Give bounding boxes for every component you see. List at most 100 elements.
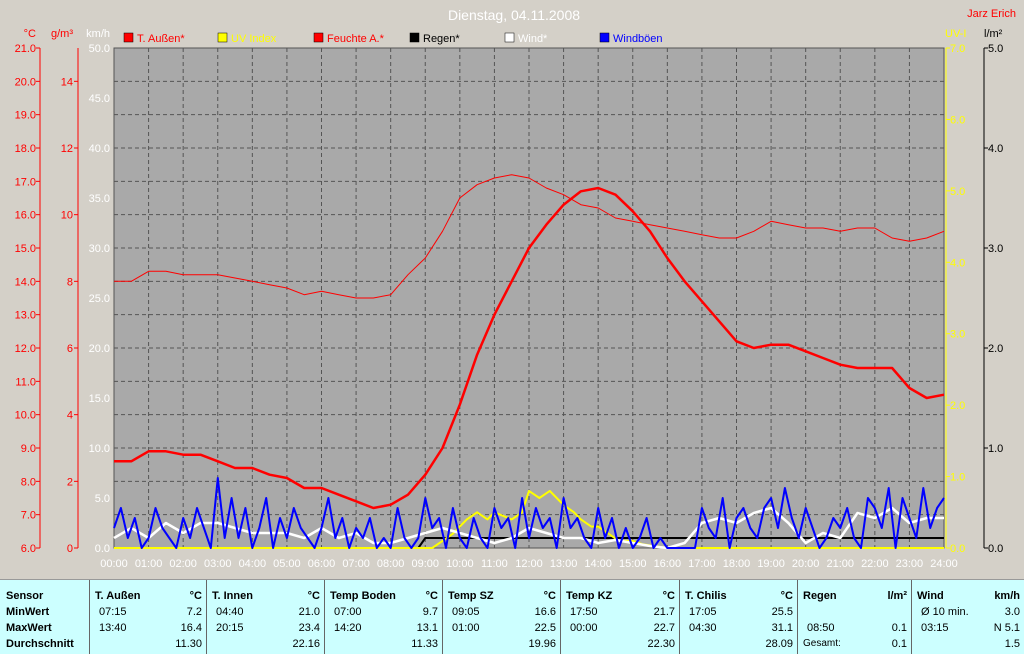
series-line [114,186,945,510]
sensor-column: Sensor MinWert MaxWert Durchschnitt [0,580,90,654]
rain-tick-label: 3.0 [988,243,1003,255]
humidity-tick-label: 0 [67,543,73,555]
legend-swatch [217,32,228,43]
temp-tick-label: 12.0 [15,343,36,355]
stat-max-time: 00:00 [570,622,598,634]
stat-min-row: 07:15 7.2 [89,604,206,620]
stat-min-time: 17:50 [570,606,598,618]
wind-tick-label: 30.0 [89,243,110,255]
wind-max-time: 03:15 [921,622,949,634]
rain-tick-label: 1.0 [988,443,1003,455]
wind-max-value: N 5.1 [993,622,1020,634]
stat-min-value: 21.7 [653,606,675,618]
wind-header-unit: km/h [994,590,1020,602]
temp-tick-label: 10.0 [15,410,36,422]
wind-avg-value: 1.5 [1004,638,1020,650]
temp-axis-label: °C [24,28,36,40]
stat-max-time: 20:15 [216,622,244,634]
temp-tick-label: 17.0 [15,176,36,188]
temp-tick-label: 11.0 [15,376,36,388]
legend-swatch [599,32,610,43]
stat-max-time: 04:30 [689,622,717,634]
humidity-tick-label: 10 [61,210,73,222]
rain-header-name: Regen [803,590,837,602]
humidity-tick-label: 12 [61,143,73,155]
x-tick-label: 01:00 [135,558,163,570]
stat-avg-value: 22.16 [292,638,320,650]
temp-tick-label: 20.0 [15,76,36,88]
stat-max-value: 31.1 [771,622,793,634]
stat-avg-row: 11.33 [324,636,442,652]
stat-column: T. Innen °C 04:40 21.0 20:15 23.4 22.16 [206,580,325,654]
humidity-tick-label: 2 [67,476,73,488]
legend-label: UV Index [231,33,277,45]
x-tick-label: 18:00 [723,558,751,570]
x-tick-label: 17:00 [688,558,716,570]
stat-max-value: 16.4 [180,622,202,634]
sensor-header-row: Sensor [0,588,89,604]
sensor-row: MaxWert [0,620,89,636]
temp-tick-label: 9.0 [21,443,36,455]
stat-header-unit: °C [307,590,320,602]
stat-avg-value: 11.30 [175,638,202,650]
stat-header-unit: °C [189,590,202,602]
wind-tick-label: 5.0 [95,493,110,505]
stat-max-time: 01:00 [452,622,480,634]
temp-tick-label: 16.0 [15,210,36,222]
stat-max-value: 23.4 [298,622,320,634]
wind-tick-label: 35.0 [89,193,110,205]
stat-header-unit: °C [662,590,675,602]
wind-header-row: Wind km/h [911,588,1024,604]
wind-column: Wind km/h Ø 10 min. 3.0 03:15 N 5.1 1.5 [911,580,1024,654]
stat-max-row: 13:40 16.4 [89,620,206,636]
temp-tick-label: 13.0 [15,310,36,322]
sensor-header: Sensor [6,590,44,602]
temp-tick-label: 18.0 [15,143,36,155]
wind-avg-row: 1.5 [911,636,1024,652]
rain-max-time: 08:50 [807,622,835,634]
rain-header-row: Regen l/m² [797,588,911,604]
x-tick-label: 19:00 [757,558,785,570]
x-tick-label: 08:00 [377,558,405,570]
stat-header-row: Temp KZ °C [560,588,679,604]
series-group [113,174,945,550]
stat-min-time: 04:40 [216,606,244,618]
stat-column: Temp KZ °C 17:50 21.7 00:00 22.7 22.30 [560,580,680,654]
temp-tick-label: 6.0 [21,543,36,555]
rain-tick-label: 5.0 [988,43,1003,55]
x-tick-label: 23:00 [896,558,924,570]
stat-max-row: 04:30 31.1 [679,620,797,636]
stat-header-name: Temp SZ [448,590,494,602]
stat-avg-row: 19.96 [442,636,560,652]
stat-min-value: 21.0 [298,606,320,618]
stat-header-row: Temp Boden °C [324,588,442,604]
chart-author: Jarz Erich [967,8,1016,20]
humidity-axis-label: g/m³ [51,28,73,40]
wind-avg10-label: Ø 10 min. [921,606,969,618]
x-tick-label: 03:00 [204,558,232,570]
stat-header-name: T. Chilis [685,590,727,602]
legend-label: Wind* [518,33,548,45]
wind-tick-label: 20.0 [89,343,110,355]
legend-label: Windböen [613,33,663,45]
stat-avg-value: 22.30 [647,638,675,650]
series-line [114,174,945,299]
rain-column: Regen l/m² 08:50 0.1 Gesamt: 0.1 [797,580,912,654]
stat-max-row: 00:00 22.7 [560,620,679,636]
wind-avg10-row: Ø 10 min. 3.0 [911,604,1024,620]
rain-total-label: Gesamt: [803,638,841,649]
rain-total-value: 0.1 [891,638,907,650]
x-tick-label: 09:00 [411,558,439,570]
legend-label: Regen* [423,33,460,45]
stat-header-unit: °C [425,590,438,602]
stat-column: T. Chilis °C 17:05 25.5 04:30 31.1 28.09 [679,580,798,654]
rain-total-row: Gesamt: 0.1 [797,636,911,652]
stat-header-row: T. Chilis °C [679,588,797,604]
uv-tick-label: 5.0 [950,186,965,198]
x-tick-label: 12:00 [515,558,543,570]
stat-min-row: 17:50 21.7 [560,604,679,620]
rain-tick-label: 2.0 [988,343,1003,355]
stat-max-row: 14:20 13.1 [324,620,442,636]
stat-min-time: 09:05 [452,606,480,618]
uv-tick-label: 3.0 [950,329,965,341]
